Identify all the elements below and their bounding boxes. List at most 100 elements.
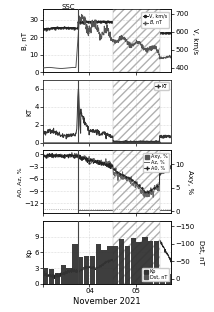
Bar xyxy=(134,183,137,211)
Bar xyxy=(111,210,114,211)
Bar xyxy=(159,210,161,211)
A0, % xyxy=(144,191,147,194)
Bar xyxy=(136,176,139,211)
Y-axis label: Kp: Kp xyxy=(27,248,33,257)
A0, % xyxy=(51,152,54,155)
Az, % xyxy=(104,161,106,165)
Line: A0, %: A0, % xyxy=(42,153,172,193)
Y-axis label: A0, Az, %: A0, Az, % xyxy=(18,167,22,197)
Bar xyxy=(113,221,159,284)
Bar xyxy=(99,210,102,211)
Bar xyxy=(132,191,135,211)
Bar xyxy=(61,265,66,284)
Bar xyxy=(81,210,83,211)
Bar xyxy=(97,210,100,211)
Bar xyxy=(83,210,85,211)
Bar xyxy=(118,209,120,211)
Bar xyxy=(122,208,124,211)
Bar xyxy=(107,210,110,211)
Bar xyxy=(138,170,141,211)
Bar xyxy=(113,246,118,284)
Bar xyxy=(43,268,48,284)
Bar xyxy=(103,210,106,211)
Bar xyxy=(120,209,122,211)
Legend: Kp, Dst, nT: Kp, Dst, nT xyxy=(142,268,169,281)
Bar xyxy=(166,274,171,284)
Bar xyxy=(144,168,147,211)
Bar xyxy=(93,210,95,211)
A0, % xyxy=(170,164,172,168)
Bar xyxy=(72,244,78,284)
Line: Az, %: Az, % xyxy=(43,153,171,197)
Bar xyxy=(157,203,159,211)
Bar xyxy=(91,210,94,211)
X-axis label: November 2021: November 2021 xyxy=(73,297,141,306)
Bar xyxy=(113,80,159,143)
A0, % xyxy=(147,189,150,193)
Bar xyxy=(142,237,148,284)
Bar xyxy=(140,166,143,211)
Bar xyxy=(113,80,159,143)
Bar xyxy=(131,238,136,284)
Az, % xyxy=(111,164,114,168)
Y-axis label: Dst, nT: Dst, nT xyxy=(198,240,204,265)
Bar xyxy=(107,246,113,284)
Bar xyxy=(55,273,60,284)
Az, % xyxy=(42,154,44,158)
Bar xyxy=(85,210,87,211)
Bar xyxy=(101,250,107,284)
Bar xyxy=(136,242,142,284)
Y-axis label: V, km/s: V, km/s xyxy=(192,28,198,54)
Legend: KT: KT xyxy=(154,82,169,90)
Bar xyxy=(105,210,108,211)
Bar xyxy=(79,210,81,211)
Bar xyxy=(149,180,151,211)
Bar xyxy=(130,197,132,211)
Bar xyxy=(113,9,159,72)
Legend: Axy, %, Az, %, A0, %: Axy, %, Az, %, A0, % xyxy=(143,153,169,172)
Bar xyxy=(95,210,98,211)
Bar xyxy=(49,269,54,284)
Text: SSC: SSC xyxy=(61,4,75,10)
Bar xyxy=(113,150,159,213)
Az, % xyxy=(71,151,73,154)
Bar xyxy=(116,210,118,211)
Y-axis label: KT: KT xyxy=(27,107,33,115)
Bar xyxy=(101,210,104,211)
Legend: V, km/s, $B$, nT: V, km/s, $B$, nT xyxy=(141,12,169,28)
Bar xyxy=(84,256,89,284)
A0, % xyxy=(104,163,106,166)
Bar xyxy=(124,207,126,211)
Az, % xyxy=(167,167,170,171)
Az, % xyxy=(152,195,155,199)
Bar xyxy=(66,268,72,284)
Bar xyxy=(89,210,91,211)
Y-axis label: Axy, %: Axy, % xyxy=(187,170,193,194)
Bar xyxy=(153,194,155,211)
Bar xyxy=(161,210,163,211)
Az, % xyxy=(118,172,121,176)
Bar xyxy=(113,221,159,284)
Bar xyxy=(125,246,130,284)
Y-axis label: B, nT: B, nT xyxy=(22,32,28,50)
Bar xyxy=(169,210,172,211)
Az, % xyxy=(147,194,150,198)
Bar xyxy=(128,202,131,211)
Az, % xyxy=(170,167,172,170)
Bar xyxy=(154,241,159,284)
Bar xyxy=(114,210,116,211)
A0, % xyxy=(103,162,105,165)
Bar xyxy=(143,165,145,211)
Bar xyxy=(151,187,153,211)
Bar xyxy=(96,244,101,284)
Bar xyxy=(113,150,159,213)
A0, % xyxy=(118,171,121,175)
Bar xyxy=(110,210,112,211)
Bar xyxy=(87,210,89,211)
Bar xyxy=(113,9,159,72)
Bar xyxy=(90,256,95,284)
Bar xyxy=(148,241,153,284)
Bar xyxy=(119,239,124,284)
Bar xyxy=(163,210,165,211)
A0, % xyxy=(167,167,170,170)
